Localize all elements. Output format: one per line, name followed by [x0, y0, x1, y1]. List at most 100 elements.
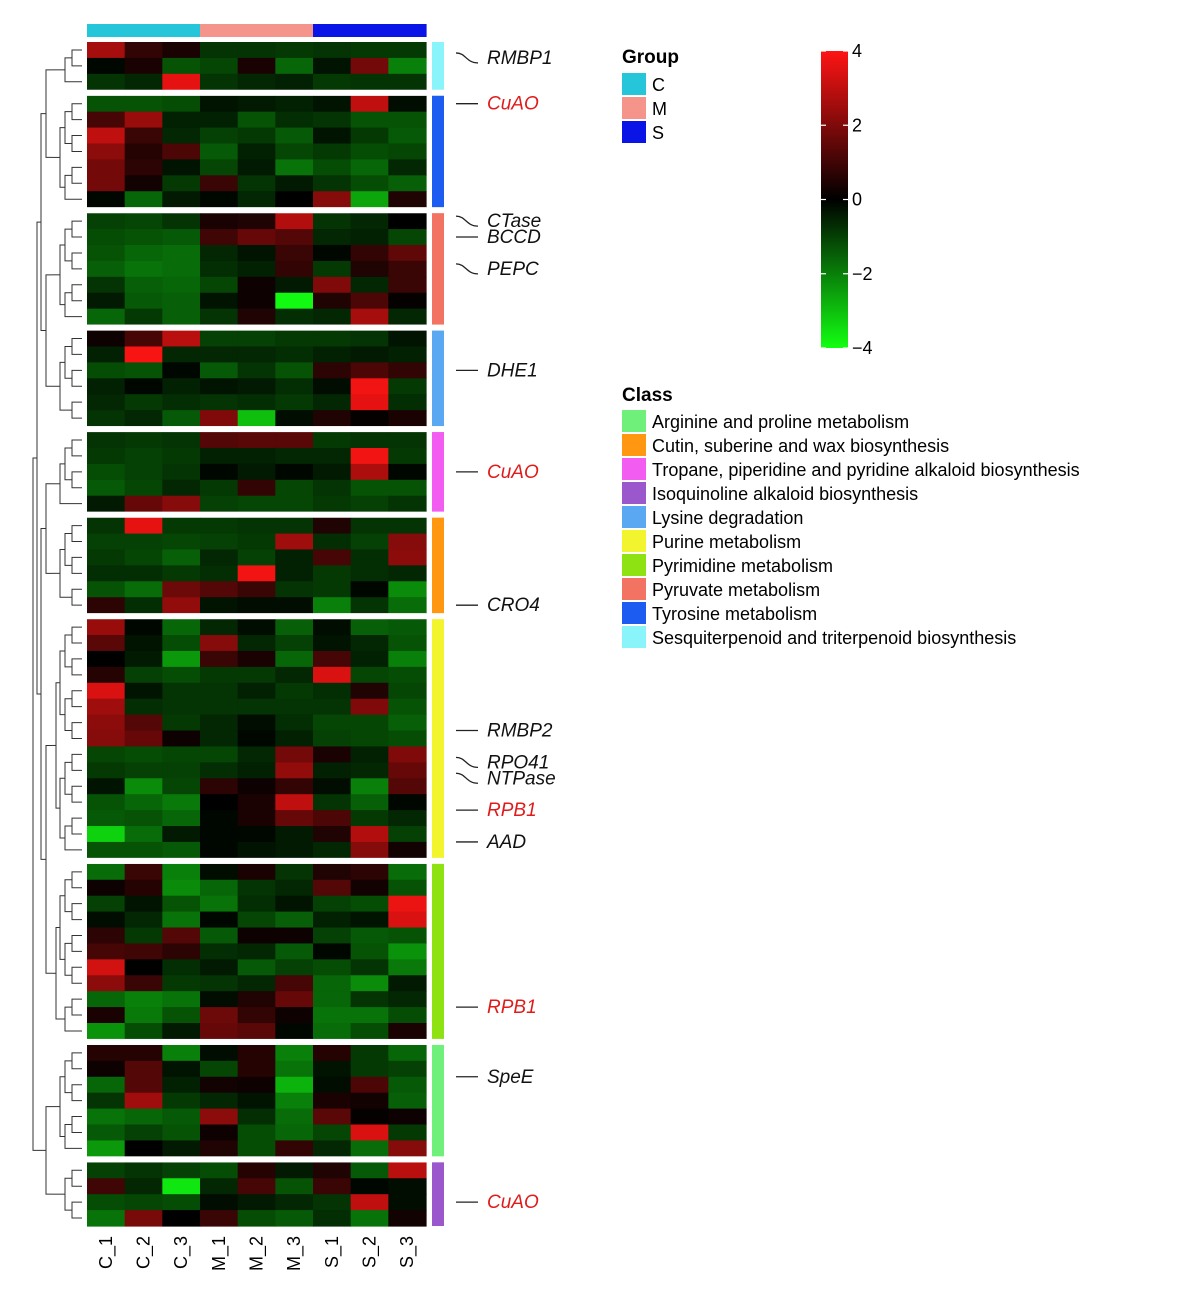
column-label: C_2	[134, 1236, 155, 1269]
heatmap-cell	[313, 1023, 352, 1040]
heatmap-cell	[388, 682, 427, 700]
heatmap-cell	[87, 762, 126, 779]
class-legend-swatch	[622, 554, 646, 576]
heatmap-cell	[87, 127, 126, 145]
heatmap-cell	[200, 714, 239, 732]
heatmap-cell	[87, 213, 126, 230]
heatmap-cell	[388, 746, 427, 763]
heatmap-cell	[350, 911, 389, 929]
heatmap-cell	[87, 794, 126, 811]
heatmap-cell	[237, 682, 276, 700]
heatmap-cell	[313, 841, 352, 859]
heatmap-cell	[87, 1023, 126, 1040]
heatmap-cell	[200, 463, 239, 481]
heatmap-cell	[313, 911, 352, 929]
heatmap-cell	[275, 698, 314, 716]
heatmap-cell	[237, 394, 276, 411]
heatmap-cell	[388, 95, 427, 113]
heatmap-cell	[388, 378, 427, 395]
gene-label: CTase	[487, 211, 541, 232]
heatmap-cell	[237, 346, 276, 363]
heatmap-cell	[388, 762, 427, 779]
heatmap-cell	[200, 1044, 239, 1062]
heatmap-cell	[388, 213, 427, 230]
heatmap-cell	[200, 1076, 239, 1094]
heatmap-cell	[87, 1060, 126, 1078]
heatmap-cell	[162, 330, 201, 348]
heatmap-cell	[388, 229, 427, 246]
heatmap-cell	[162, 244, 201, 262]
dendrogram-branch	[64, 1006, 82, 1032]
heatmap-cell	[124, 778, 163, 795]
heatmap-cell	[87, 362, 126, 379]
group-bar-cell-S	[313, 24, 352, 37]
heatmap-cell	[237, 1044, 276, 1062]
heatmap-cell	[275, 1162, 314, 1179]
heatmap-cell	[275, 1076, 314, 1094]
column-label: C_1	[96, 1236, 117, 1269]
heatmap-cell	[87, 991, 126, 1008]
heatmap-cell	[87, 1162, 126, 1179]
heatmap-cell	[87, 682, 126, 700]
heatmap-cell	[313, 1210, 352, 1227]
group-bar-cell-M	[200, 24, 239, 37]
heatmap-cell	[87, 911, 126, 929]
heatmap-cell	[275, 841, 314, 859]
group-legend-label: S	[652, 123, 664, 143]
class-bar-segment	[432, 432, 444, 512]
class-legend-swatch	[622, 602, 646, 624]
heatmap-cell	[162, 714, 201, 732]
heatmap-cell	[200, 666, 239, 684]
heatmap-cell	[124, 1124, 163, 1142]
group-legend-swatch	[622, 121, 646, 143]
heatmap-cell	[237, 1076, 276, 1094]
heatmap-cell	[87, 292, 126, 310]
heatmap-cell	[237, 895, 276, 913]
heatmap-cell	[275, 746, 314, 763]
heatmap-cell	[87, 495, 126, 513]
heatmap-cell	[313, 159, 352, 176]
class-legend-label: Isoquinoline alkaloid biosynthesis	[652, 484, 918, 504]
color-scale-tick-label: −2	[852, 264, 873, 284]
heatmap-cell	[200, 746, 239, 763]
heatmap-cell	[388, 895, 427, 913]
heatmap-cell	[275, 927, 314, 945]
heatmap-cell	[350, 432, 389, 449]
heatmap-cell	[162, 1194, 201, 1211]
heatmap-cell	[87, 308, 126, 326]
heatmap-cell	[124, 698, 163, 716]
heatmap-cell	[388, 549, 427, 566]
heatmap-cell	[87, 330, 126, 348]
heatmap-cell	[350, 927, 389, 945]
heatmap-cell	[200, 260, 239, 278]
dendrogram-branch	[64, 228, 72, 262]
heatmap-cell	[275, 549, 314, 566]
dendrogram-branch	[59, 1076, 65, 1137]
heatmap-cell	[313, 1108, 352, 1126]
dendrogram-branch	[71, 690, 82, 708]
heatmap-cell	[388, 1124, 427, 1142]
heatmap-cell	[350, 895, 389, 913]
heatmap-cell	[162, 1023, 201, 1040]
color-scale-tick-label: 2	[852, 115, 862, 135]
heatmap-cell	[87, 95, 126, 113]
heatmap-cell	[200, 378, 239, 395]
heatmap-cell	[350, 943, 389, 960]
heatmap-cell	[275, 260, 314, 278]
heatmap-cell	[162, 879, 201, 897]
block-separator	[87, 426, 427, 433]
heatmap-cell	[275, 346, 314, 363]
class-bar-segment	[432, 619, 444, 858]
heatmap-cell	[313, 635, 352, 652]
heatmap-cell	[200, 1092, 239, 1110]
heatmap-cell	[350, 762, 389, 779]
heatmap-cell	[388, 330, 427, 348]
heatmap-cell	[87, 975, 126, 992]
heatmap-cell	[200, 292, 239, 310]
heatmap-cell	[87, 229, 126, 246]
heatmap-cell	[350, 57, 389, 75]
heatmap-cell	[350, 229, 389, 246]
heatmap-cell	[237, 362, 276, 379]
heatmap-cell	[237, 308, 276, 326]
heatmap-cell	[124, 229, 163, 246]
